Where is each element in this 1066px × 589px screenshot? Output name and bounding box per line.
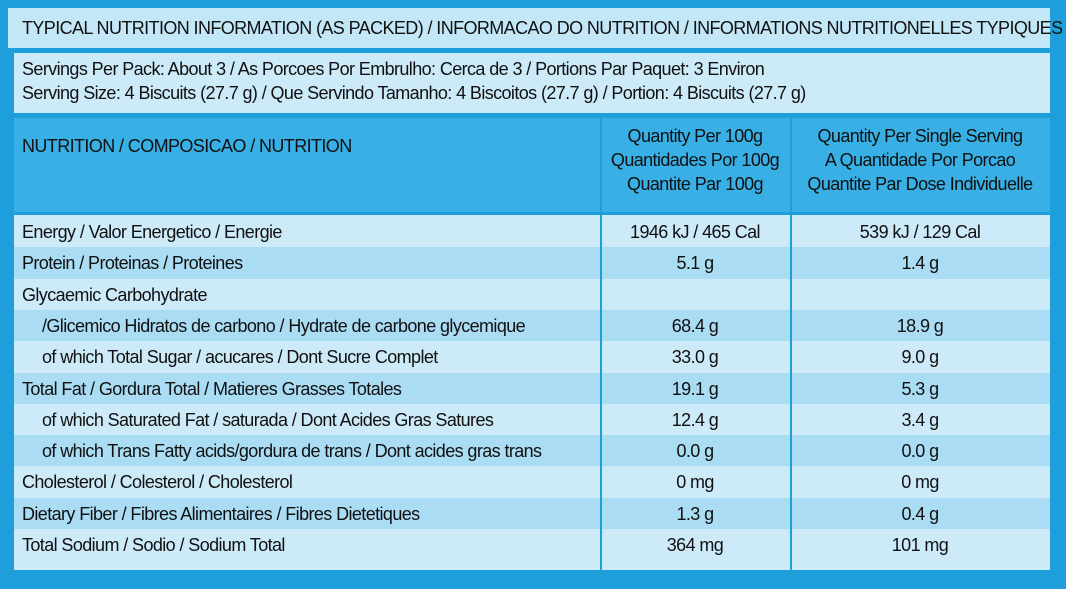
row-band (14, 247, 1050, 279)
header-divider (14, 212, 1050, 215)
column-header: Quantite Par 100g (627, 174, 764, 194)
value-per-100g: 19.1 g (671, 378, 719, 399)
value-per-serving: 101 mg (891, 535, 949, 555)
row-label: Protein / Proteinas / Proteines (22, 253, 243, 274)
value-per-100g: 1.3 g (676, 503, 714, 524)
title-bar: TYPICAL NUTRITION INFORMATION (AS PACKED… (8, 8, 1063, 48)
value-per-100g: 5.1 g (676, 253, 714, 274)
servings-line: Servings Per Pack: About 3 / As Porcoes … (22, 59, 765, 79)
row-label: /Glicemico Hidratos de carbono / Hydrate… (42, 315, 526, 336)
row-band (14, 216, 1050, 248)
row-label: Total Fat / Gordura Total / Matieres Gra… (22, 378, 402, 399)
value-per-serving: 3.4 g (901, 409, 939, 430)
row-label: Energy / Valor Energetico / Energie (22, 222, 282, 242)
value-per-serving: 539 kJ / 129 Cal (859, 222, 981, 242)
value-per-serving: 9.0 g (901, 347, 939, 368)
value-per-serving: 0 mg (901, 472, 939, 493)
row-label: of which Trans Fatty acids/gordura de tr… (42, 441, 542, 462)
header-row (14, 118, 1050, 212)
value-per-100g: 33.0 g (671, 347, 719, 368)
table: NUTRITION / COMPOSICAO / NUTRITION Quanti… (14, 118, 1050, 570)
value-per-100g: 364 mg (666, 535, 724, 555)
row-band (14, 372, 1050, 404)
column-divider (600, 118, 602, 570)
row-label: Total Sodium / Sodio / Sodium Total (22, 535, 285, 555)
row-band (14, 278, 1050, 310)
value-per-serving: 5.3 g (901, 378, 939, 399)
column-divider (790, 118, 792, 570)
row-label: of which Total Sugar / acucares / Dont S… (42, 347, 438, 368)
column-header: Quantity Per Single Serving (817, 126, 1024, 146)
row-band (14, 529, 1050, 561)
servings-box: Servings Per Pack: About 3 / As Porcoes … (14, 53, 1050, 113)
row-band (14, 403, 1050, 436)
row-band (14, 435, 1050, 467)
row-label: Cholesterol / Colesterol / Cholesterol (22, 472, 293, 493)
value-per-100g: 68.4 g (671, 315, 719, 336)
row-label: Glycaemic Carbohydrate (22, 284, 207, 305)
row-band (14, 497, 1050, 529)
row-band (14, 309, 1050, 342)
value-per-100g: 0 mg (676, 472, 714, 493)
row-band (14, 341, 1050, 373)
servings-line: Serving Size: 4 Biscuits (27.7 g) / Que … (22, 83, 806, 103)
column-header: A Quantidade Por Porcao (824, 150, 1016, 170)
value-per-100g: 12.4 g (671, 409, 719, 430)
value-per-serving: 18.9 g (896, 315, 944, 336)
row-label: of which Saturated Fat / saturada / Dont… (42, 409, 494, 430)
value-per-100g: 0.0 g (676, 441, 714, 462)
title: TYPICAL NUTRITION INFORMATION (AS PACKED… (22, 18, 1063, 38)
value-per-serving: 0.4 g (901, 503, 939, 524)
column-header: Quantite Par Dose Individuelle (807, 174, 1033, 194)
column-header: Quantity Per 100g (627, 126, 763, 146)
value-per-100g: 1946 kJ / 465 Cal (630, 222, 760, 242)
value-per-serving: 0.0 g (901, 441, 939, 462)
row-band (14, 466, 1050, 498)
column-header: Quantidades Por 100g (610, 150, 780, 170)
column-header: NUTRITION / COMPOSICAO / NUTRITION (22, 136, 352, 156)
row-label: Dietary Fiber / Fibres Alimentaires / Fi… (22, 503, 420, 524)
value-per-serving: 1.4 g (901, 253, 939, 274)
